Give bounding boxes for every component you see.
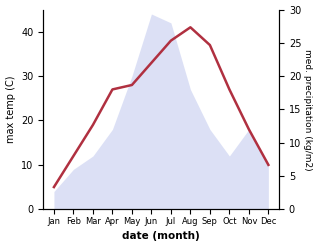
X-axis label: date (month): date (month) [122,231,200,242]
Y-axis label: med. precipitation (kg/m2): med. precipitation (kg/m2) [303,49,313,170]
Y-axis label: max temp (C): max temp (C) [5,76,16,143]
